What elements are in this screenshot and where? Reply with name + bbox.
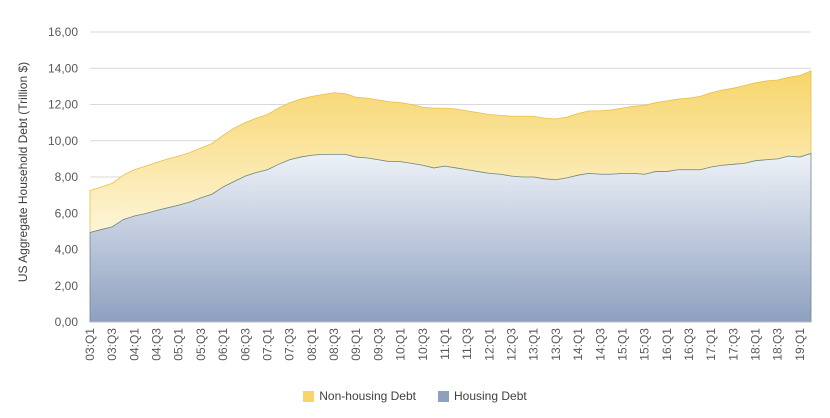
x-tick-label: 17:Q3 (726, 328, 740, 361)
legend-item-housing: Housing Debt (438, 389, 527, 403)
x-tick-label: 12:Q1 (482, 328, 496, 361)
y-tick-label: 12,00 (48, 98, 78, 112)
y-tick-label: 6,00 (55, 206, 79, 220)
x-tick-label: 17:Q1 (704, 328, 718, 361)
y-tick-label: 0,00 (55, 315, 79, 329)
x-tick-label: 19:Q1 (793, 328, 807, 361)
legend-label-non-housing: Non-housing Debt (319, 389, 416, 403)
legend-item-non-housing: Non-housing Debt (303, 389, 416, 403)
x-tick-label: 16:Q3 (682, 328, 696, 361)
x-tick-label: 05:Q3 (194, 328, 208, 361)
legend-swatch-non-housing (303, 390, 315, 402)
x-tick-label: 04:Q3 (150, 328, 164, 361)
y-tick-label: 14,00 (48, 61, 78, 75)
x-tick-label: 06:Q1 (216, 328, 230, 361)
y-tick-label: 4,00 (55, 243, 79, 257)
x-tick-label: 09:Q1 (349, 328, 363, 361)
x-tick-label: 10:Q3 (416, 328, 430, 361)
legend-label-housing: Housing Debt (454, 389, 527, 403)
x-tick-label: 15:Q3 (638, 328, 652, 361)
x-tick-label: 08:Q3 (327, 328, 341, 361)
x-tick-label: 10:Q1 (394, 328, 408, 361)
x-tick-label: 11:Q1 (438, 328, 452, 360)
y-tick-label: 10,00 (48, 134, 78, 148)
y-tick-label: 16,00 (48, 25, 78, 39)
x-tick-label: 04:Q1 (127, 328, 141, 361)
x-tick-label: 12:Q3 (505, 328, 519, 361)
x-tick-label: 13:Q1 (527, 328, 541, 361)
x-tick-label: 14:Q1 (571, 328, 585, 361)
x-tick-label: 11:Q3 (460, 328, 474, 360)
x-tick-label: 08:Q1 (305, 328, 319, 361)
x-tick-label: 14:Q3 (593, 328, 607, 361)
y-axis-ticks: 0,00 2,00 4,00 6,00 8,00 10,00 12,00 14,00 16,00 (48, 25, 78, 329)
y-tick-label: 8,00 (55, 170, 79, 184)
y-tick-label: 2,00 (55, 279, 79, 293)
x-tick-label: 18:Q1 (749, 328, 763, 361)
legend: Non-housing Debt Housing Debt (0, 386, 830, 406)
x-tick-label: 13:Q3 (549, 328, 563, 361)
x-tick-label: 07:Q1 (260, 328, 274, 361)
x-tick-label: 03:Q1 (83, 328, 97, 361)
x-tick-label: 05:Q1 (172, 328, 186, 361)
chart-areas (89, 70, 812, 323)
legend-swatch-housing (438, 390, 449, 402)
y-axis-label: US Aggregate Household Debt (Trillion $) (16, 62, 30, 282)
x-tick-label: 07:Q3 (283, 328, 297, 361)
x-tick-label: 03:Q3 (105, 328, 119, 361)
x-tick-label: 06:Q3 (238, 328, 252, 361)
x-tick-label: 15:Q1 (615, 328, 629, 361)
x-tick-label: 18:Q3 (771, 328, 785, 361)
x-axis-ticks: 03:Q1 03:Q3 04:Q1 04:Q3 05:Q1 05:Q3 06:Q1 06:Q3… (83, 328, 807, 361)
x-tick-label: 16:Q1 (660, 328, 674, 361)
x-tick-label: 09:Q3 (371, 328, 385, 361)
